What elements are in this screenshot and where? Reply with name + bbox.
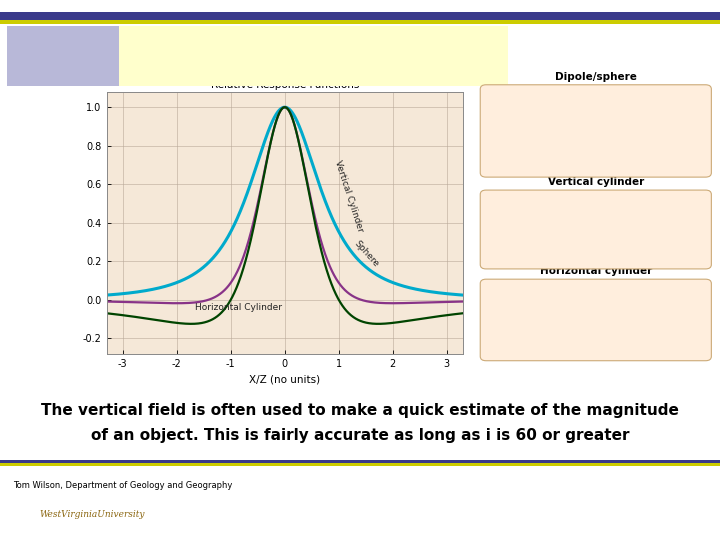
Text: Horizontal cylinder: Horizontal cylinder	[540, 266, 652, 276]
Text: Dipole/sphere: Dipole/sphere	[555, 71, 636, 82]
X-axis label: X/Z (no units): X/Z (no units)	[249, 374, 320, 384]
Text: Tom Wilson, Department of Geology and Geography: Tom Wilson, Department of Geology and Ge…	[13, 482, 233, 490]
Text: WestVirginiaUniversity: WestVirginiaUniversity	[40, 510, 145, 518]
Text: of an object. This is fairly accurate as long as i is 60 or greater: of an object. This is fairly accurate as…	[91, 428, 629, 443]
Text: $\frac{Z_{\,A}}{Z_{\rm max}}$: $\frac{Z_{\,A}}{Z_{\rm max}}$	[46, 37, 81, 77]
Text: Horizontal Cylinder: Horizontal Cylinder	[195, 303, 282, 312]
Title: Relative Response Functions: Relative Response Functions	[210, 79, 359, 90]
Text: Sphere: Sphere	[353, 239, 381, 269]
Text: $\dfrac{1}{\left(\dfrac{x^2}{z^2}+1\right)^{3/2}}$: $\dfrac{1}{\left(\dfrac{x^2}{z^2}+1\righ…	[560, 208, 631, 251]
Text: The vertical field is often used to make a quick estimate of the magnitude: The vertical field is often used to make…	[41, 403, 679, 418]
Text: Vertical Cylinder: Vertical Cylinder	[333, 160, 365, 233]
Text: Vertical cylinder: Vertical cylinder	[548, 177, 644, 187]
Text: $\dfrac{\dfrac{1}{2}\!\left(2-\dfrac{x^2}{z^2}\right)}{\left(\dfrac{x^2}{z^2}+1\: $\dfrac{\dfrac{1}{2}\!\left(2-\dfrac{x^2…	[562, 100, 629, 161]
Text: is a function of the unit-less variable x/z: is a function of the unit-less variable …	[199, 49, 506, 64]
Text: $\dfrac{1-x^2/z^2}{\left(+x^2/z^2\right)}$: $\dfrac{1-x^2/z^2}{\left(+x^2/z^2\right)…	[567, 302, 624, 338]
